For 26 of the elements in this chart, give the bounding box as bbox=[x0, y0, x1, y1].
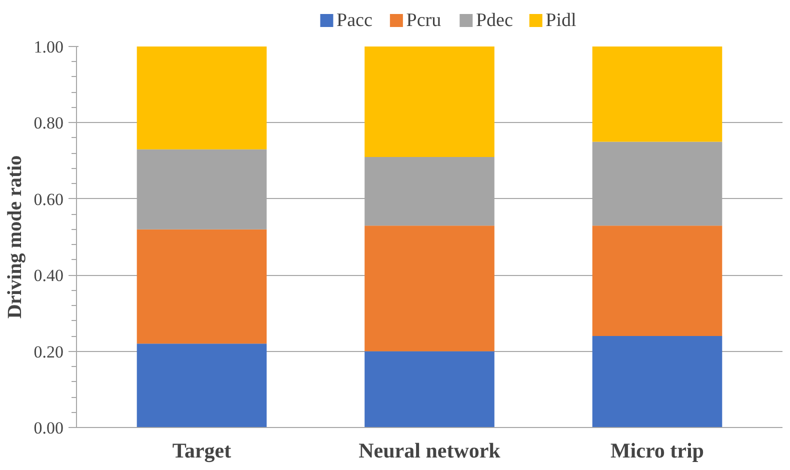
bar bbox=[364, 156, 494, 226]
bar bbox=[592, 46, 722, 142]
y-tick-label: 0.60 bbox=[34, 190, 64, 209]
bar bbox=[136, 149, 267, 230]
y-tick-label: 0.80 bbox=[34, 114, 64, 133]
y-tick-label: 0.40 bbox=[34, 266, 64, 286]
legend-label: Pdec bbox=[476, 10, 513, 31]
bar bbox=[592, 226, 722, 336]
bar bbox=[364, 46, 494, 157]
x-tick-label: Micro trip bbox=[610, 438, 704, 462]
x-tick-label: Target bbox=[172, 438, 232, 462]
bar bbox=[592, 142, 722, 226]
bar bbox=[136, 46, 267, 150]
bar bbox=[364, 226, 494, 352]
bar bbox=[136, 344, 267, 428]
legend-label: Pcru bbox=[406, 10, 442, 31]
y-tick-label: 0.20 bbox=[34, 342, 64, 362]
bar bbox=[364, 351, 494, 428]
legend-label: Pacc bbox=[336, 10, 372, 31]
legend-label: Pidl bbox=[546, 10, 576, 31]
y-tick-label: 1.00 bbox=[34, 38, 64, 56]
bar bbox=[592, 336, 722, 428]
y-axis-title: Driving mode ratio bbox=[4, 155, 26, 319]
bar bbox=[136, 229, 267, 344]
y-tick-label: 0.00 bbox=[34, 418, 64, 438]
x-tick-label: Neural network bbox=[358, 438, 501, 462]
